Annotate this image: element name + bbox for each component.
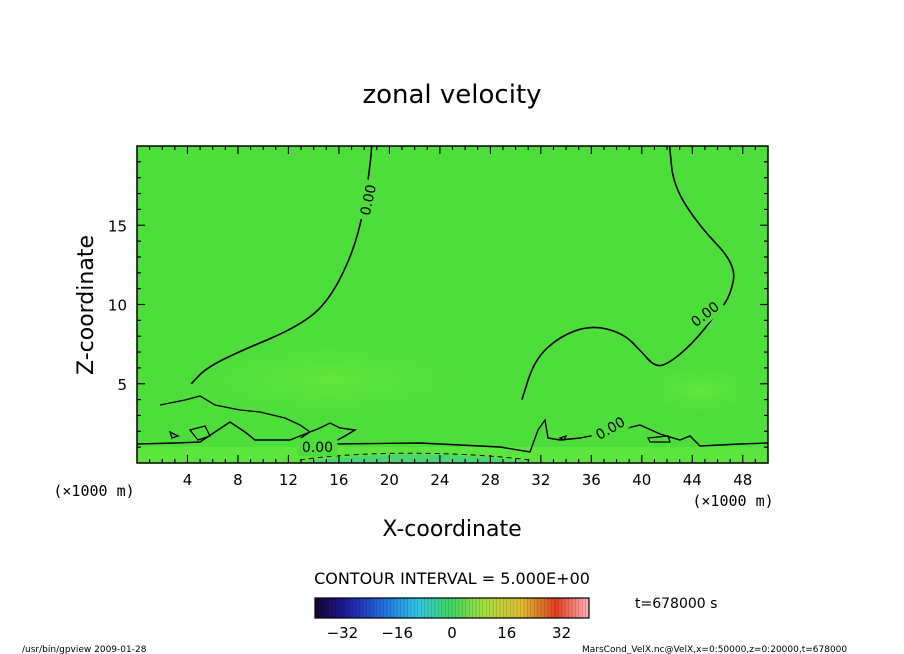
negative-dashed-contour — [299, 452, 531, 461]
zero-contour-surface — [137, 418, 768, 453]
plot-area: 0.000.000.000.00 — [137, 146, 768, 463]
contour-label: 0.00 — [358, 183, 380, 217]
colorbar-stripes — [318, 598, 586, 618]
axis-ticks — [137, 146, 768, 463]
x-tick-label: 24 — [430, 471, 449, 489]
y-tick-label: 10 — [108, 297, 127, 315]
contour-label-bg — [683, 294, 727, 334]
colorbar-tick-label: −32 — [327, 624, 359, 642]
zero-contour-lower-left — [159, 395, 312, 441]
colorbar-tick-labels: −32 −16 0 16 32 — [327, 624, 572, 642]
colorbar-tick-label: 32 — [552, 624, 571, 642]
x-tick-label: 16 — [329, 471, 348, 489]
contour-label-bg — [297, 438, 338, 457]
near-surface-negative-region — [300, 454, 530, 463]
positive-velocity-band-right — [630, 360, 768, 420]
zero-contour-right — [521, 146, 735, 400]
colorbar-frame — [314, 597, 590, 619]
chart-title: zonal velocity — [362, 80, 541, 110]
contour-label: 0.00 — [302, 440, 333, 456]
contour-label-bg — [588, 410, 633, 446]
colorbar: −32 −16 0 16 32 — [314, 597, 590, 642]
zero-contour-small-loops — [558, 434, 671, 443]
x-tick-label: 44 — [683, 471, 702, 489]
x-tick-label: 32 — [531, 471, 550, 489]
y-axis-label: Z-coordinate — [74, 235, 99, 375]
colorbar-gradient — [315, 598, 589, 618]
x-tick-labels: 4 8 12 16 20 24 28 32 36 40 44 48 — [183, 471, 753, 489]
footer-left: /usr/bin/gpview 2009-01-28 — [22, 645, 147, 654]
x-tick-label: 28 — [481, 471, 500, 489]
contour-label-bg — [354, 178, 381, 222]
surface-layer — [137, 447, 768, 463]
x-tick-label: 20 — [380, 471, 399, 489]
x-unit-label-right: (×1000 m) — [692, 492, 773, 510]
x-tick-label: 4 — [183, 471, 193, 489]
time-annotation: t=678000 s — [635, 596, 717, 612]
z-unit-label-left: (×1000 m) — [53, 482, 134, 500]
contour-interval-text: CONTOUR INTERVAL = 5.000E+00 — [314, 569, 590, 588]
x-axis-label: X-coordinate — [382, 517, 521, 542]
x-tick-label: 12 — [279, 471, 298, 489]
x-tick-label: 48 — [733, 471, 752, 489]
y-tick-label: 15 — [108, 217, 127, 235]
x-tick-label: 40 — [632, 471, 651, 489]
positive-velocity-band — [150, 335, 510, 425]
footer-right: MarsCond_VelX.nc@VelX,x=0:50000,z=0:2000… — [582, 645, 847, 654]
colorbar-tick-label: 16 — [497, 624, 516, 642]
y-tick-label: 5 — [117, 376, 127, 394]
x-tick-label: 36 — [582, 471, 601, 489]
x-tick-label: 8 — [233, 471, 243, 489]
y-tick-labels: 5 10 15 — [108, 217, 127, 394]
colorbar-tick-label: −16 — [381, 624, 413, 642]
colorbar-tick-label: 0 — [447, 624, 457, 642]
